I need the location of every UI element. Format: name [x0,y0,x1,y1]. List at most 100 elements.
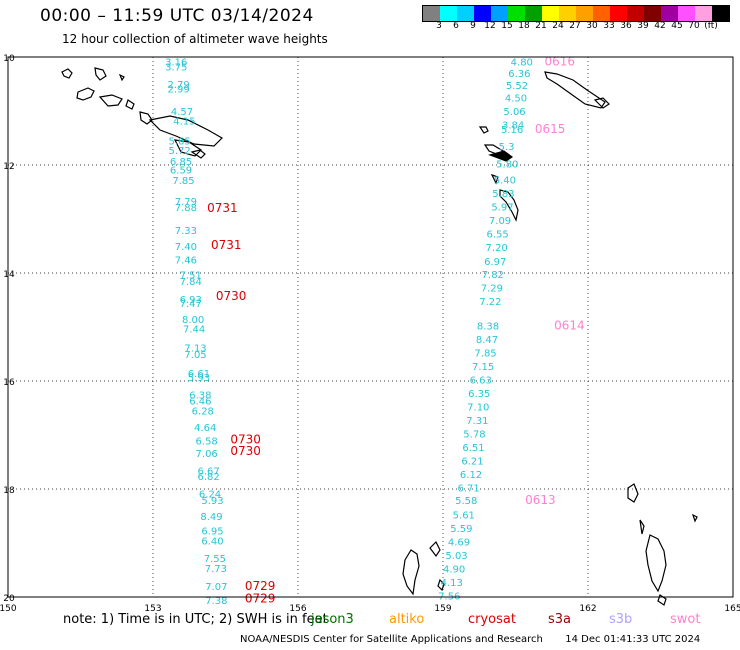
legend-item-swot: swot [670,612,701,627]
footer-agency: NOAA/NESDIS Center for Satellite Applica… [240,634,543,645]
colorbar-swatch [712,6,729,21]
wave-height-value: 3.16 [165,57,187,68]
colorbar-label: 45 [671,21,683,31]
colorbar-swatch [576,6,593,21]
legend-item-jason3: jason3 [311,612,354,627]
footer-timestamp: 14 Dec 01:41:33 UTC 2024 [565,634,701,645]
pass-time-label: 0731 [211,238,242,252]
map-grid [8,57,733,597]
wave-height-value: 7.31 [466,416,488,427]
wave-height-value: 5.83 [492,189,514,200]
wave-height-value: 5.16 [501,125,523,136]
wave-height-value: 3.75 [165,63,187,74]
colorbar-label: 21 [535,21,547,31]
pass-time-label: 0616 [545,54,576,68]
colorbar-label: 12 [484,21,496,31]
wave-height-value: 6.40 [201,536,223,547]
wave-height-value: 2.99 [168,84,190,95]
wave-height-value: 7.13 [184,344,206,355]
y-tick-label: 16 [3,378,15,388]
y-tick-label: 10 [3,54,15,64]
y-tick-label: 20 [3,594,15,604]
wave-height-value: 6.35 [468,389,490,400]
legend-item-cryosat: cryosat [468,612,516,627]
wave-height-value: 6.58 [196,436,218,447]
wave-height-value: 8.38 [477,321,499,332]
wave-height-value: 4.50 [505,94,527,105]
wave-height-value: 5.40 [494,176,516,187]
pass-time-label: 0615 [535,122,566,136]
legend: note: 1) Time is in UTC; 2) SWH is in fe… [63,612,700,627]
island-outline [593,97,610,109]
colorbar-swatch [525,6,542,21]
wave-height-value: 7.22 [479,297,501,308]
island-outline [402,549,420,596]
wave-height-value: 4.80 [511,57,533,68]
colorbar-swatch [491,6,508,21]
wave-height-value: 4.64 [194,423,216,434]
island-outline [139,111,153,125]
map-axes: 150 153 156 159 162 165 10 12 14 16 18 20 [0,54,740,614]
map-frame [7,56,734,598]
wave-height-value: 6.55 [487,230,509,241]
x-tick-label: 159 [434,604,451,614]
colorbar-swatch [644,6,661,21]
land-outlines [61,67,698,606]
wave-height-value: 5.80 [496,159,518,170]
wave-height-value: 5.52 [506,81,528,92]
wave-height-value: 7.55 [204,554,226,565]
island-outline [488,150,514,162]
wave-height-value: 6.93 [180,295,202,306]
wave-height-value: 5.06 [503,107,525,118]
island-outline [190,149,206,159]
colorbar-label: 36 [620,21,632,31]
map-subtitle: 12 hour collection of altimeter wave hei… [62,32,328,46]
legend-item-altiko: altiko [389,612,425,627]
y-tick-label: 14 [3,270,15,280]
colorbar-swatch [440,6,457,21]
wave-height-value: 4.13 [441,578,463,589]
wave-height-value: 6.12 [460,470,482,481]
wave-height-value: 6.82 [197,472,219,483]
colorbar-label: 30 [586,21,598,31]
island-outline [94,67,107,81]
footer: NOAA/NESDIS Center for Satellite Applica… [240,634,700,645]
island-outline [490,173,499,185]
wave-height-value: 6.51 [462,443,484,454]
island-outline [76,87,95,101]
wave-height-value: 7.09 [489,216,511,227]
wave-height-value: 5.59 [450,524,472,535]
island-outline [544,71,606,109]
wave-height-value: 4.69 [448,537,470,548]
pass-time-label: 0614 [554,318,585,332]
wave-height-value: 8.47 [476,335,498,346]
wave-height-value: 7.51 [180,271,202,282]
wave-height-value: 6.85 [170,157,192,168]
colorbar-label: 3 [436,21,442,31]
wave-height-value: 7.29 [481,284,503,295]
x-tick-label: 153 [144,604,161,614]
x-tick-label: 162 [579,604,596,614]
wave-height-value: 7.73 [205,564,227,575]
wave-height-value: 8.00 [182,315,204,326]
pass-time-label: 0731 [207,201,238,215]
wave-height-value: 6.38 [189,391,211,402]
island-outline [429,540,441,558]
colorbar-swatch [559,6,576,21]
wave-height-value: 7.82 [482,270,504,281]
wave-height-value: 7.88 [175,203,197,214]
island-outline [148,115,223,147]
wave-height-value: 6.28 [192,407,214,418]
colorbar-label: 39 [637,21,649,31]
wave-height-value: 6.63 [470,375,492,386]
wave-height-value: 6.21 [461,456,483,467]
wave-height-value: 7.38 [205,596,227,607]
wave-height-value: 6.46 [189,396,211,407]
pass-time-label: 0729 [245,592,276,606]
legend-note: note: 1) Time is in UTC; 2) SWH is in fe… [63,612,328,627]
wave-height-value: 3.84 [502,121,524,132]
wave-height-value: 7.40 [175,242,197,253]
wave-height-value: 6.59 [170,165,192,176]
colorbar-label: 15 [501,21,513,31]
